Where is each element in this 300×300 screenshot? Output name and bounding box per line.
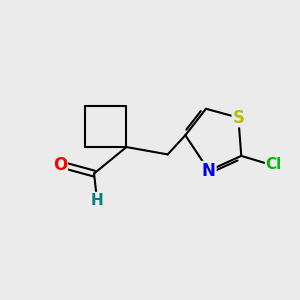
Text: Cl: Cl [266,157,282,172]
Text: N: N [202,162,216,180]
Text: S: S [232,109,244,127]
Text: O: O [53,156,67,174]
Text: H: H [91,193,103,208]
